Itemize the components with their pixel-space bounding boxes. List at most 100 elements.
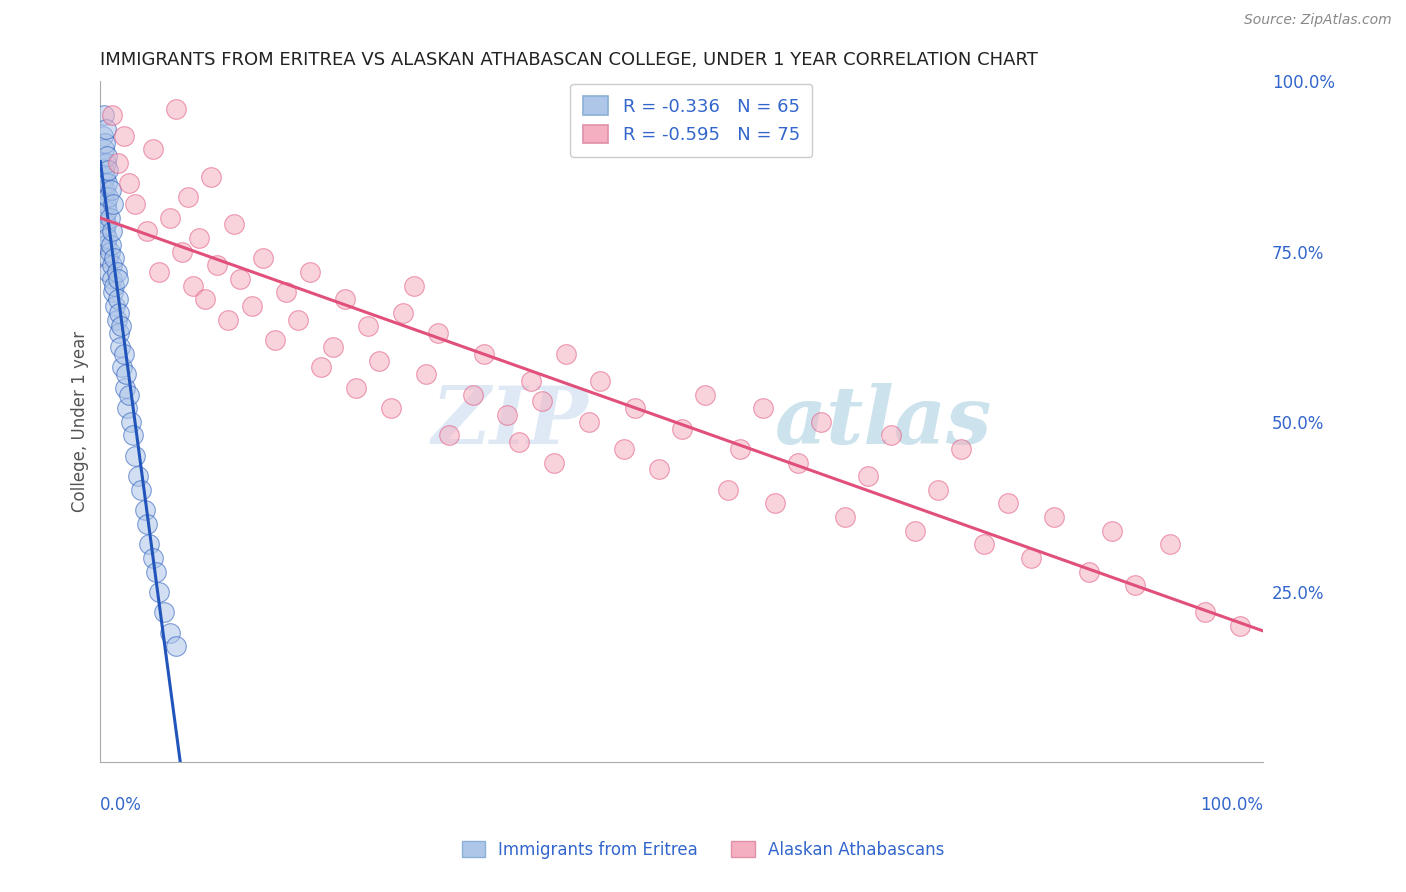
Point bbox=[311, 360, 333, 375]
Y-axis label: College, Under 1 year: College, Under 1 year bbox=[72, 331, 89, 512]
Point bbox=[508, 435, 530, 450]
Point bbox=[94, 169, 117, 184]
Point bbox=[118, 387, 141, 401]
Point bbox=[96, 203, 118, 218]
Point bbox=[188, 231, 211, 245]
Point bbox=[1194, 606, 1216, 620]
Point bbox=[752, 401, 775, 416]
Point bbox=[112, 128, 135, 143]
Point bbox=[94, 211, 117, 225]
Point bbox=[159, 625, 181, 640]
Point bbox=[94, 183, 117, 197]
Point bbox=[107, 156, 129, 170]
Point bbox=[101, 285, 124, 300]
Point bbox=[1078, 565, 1101, 579]
Point bbox=[138, 537, 160, 551]
Point bbox=[100, 183, 122, 197]
Point bbox=[91, 177, 114, 191]
Point bbox=[624, 401, 647, 416]
Point bbox=[107, 292, 129, 306]
Text: Source: ZipAtlas.com: Source: ZipAtlas.com bbox=[1244, 13, 1392, 28]
Point bbox=[647, 462, 669, 476]
Point bbox=[101, 272, 124, 286]
Point bbox=[903, 524, 925, 538]
Point bbox=[110, 319, 132, 334]
Point bbox=[103, 252, 125, 266]
Point bbox=[391, 306, 413, 320]
Point bbox=[96, 177, 118, 191]
Point bbox=[1125, 578, 1147, 592]
Point bbox=[880, 428, 903, 442]
Point bbox=[148, 265, 170, 279]
Point bbox=[101, 197, 124, 211]
Point bbox=[103, 278, 125, 293]
Point bbox=[240, 299, 263, 313]
Point bbox=[97, 162, 120, 177]
Point bbox=[519, 374, 541, 388]
Legend: Immigrants from Eritrea, Alaskan Athabascans: Immigrants from Eritrea, Alaskan Athabas… bbox=[456, 835, 950, 866]
Point bbox=[252, 252, 274, 266]
Text: ZIP: ZIP bbox=[432, 383, 589, 460]
Point bbox=[472, 347, 495, 361]
Point bbox=[115, 367, 138, 381]
Point bbox=[98, 244, 121, 259]
Point bbox=[695, 387, 717, 401]
Point bbox=[950, 442, 973, 456]
Point bbox=[93, 162, 115, 177]
Point bbox=[159, 211, 181, 225]
Point bbox=[97, 252, 120, 266]
Point bbox=[333, 292, 356, 306]
Point bbox=[153, 606, 176, 620]
Point bbox=[380, 401, 402, 416]
Point bbox=[165, 102, 187, 116]
Point bbox=[613, 442, 636, 456]
Point bbox=[461, 387, 484, 401]
Point bbox=[114, 381, 136, 395]
Point bbox=[426, 326, 449, 341]
Point bbox=[531, 394, 554, 409]
Point bbox=[105, 265, 128, 279]
Text: 0.0%: 0.0% bbox=[100, 797, 142, 814]
Point bbox=[170, 244, 193, 259]
Point bbox=[543, 456, 565, 470]
Point bbox=[96, 156, 118, 170]
Text: atlas: atlas bbox=[775, 383, 993, 460]
Point bbox=[122, 428, 145, 442]
Point bbox=[93, 108, 115, 122]
Point bbox=[93, 143, 115, 157]
Point bbox=[101, 108, 124, 122]
Point bbox=[96, 149, 118, 163]
Point bbox=[96, 122, 118, 136]
Point bbox=[927, 483, 949, 497]
Point bbox=[98, 211, 121, 225]
Point bbox=[368, 353, 391, 368]
Point bbox=[554, 347, 576, 361]
Point bbox=[142, 143, 165, 157]
Point bbox=[108, 306, 131, 320]
Point bbox=[100, 237, 122, 252]
Point bbox=[129, 483, 152, 497]
Point bbox=[287, 312, 309, 326]
Point bbox=[176, 190, 198, 204]
Point bbox=[101, 224, 124, 238]
Legend: R = -0.336   N = 65, R = -0.595   N = 75: R = -0.336 N = 65, R = -0.595 N = 75 bbox=[571, 84, 813, 157]
Point bbox=[96, 237, 118, 252]
Text: 100.0%: 100.0% bbox=[1201, 797, 1264, 814]
Point bbox=[589, 374, 612, 388]
Point bbox=[108, 340, 131, 354]
Point bbox=[90, 156, 112, 170]
Point bbox=[120, 415, 142, 429]
Point bbox=[135, 516, 157, 531]
Point bbox=[124, 197, 146, 211]
Point bbox=[1019, 551, 1042, 566]
Point bbox=[142, 551, 165, 566]
Point bbox=[94, 224, 117, 238]
Point bbox=[1043, 510, 1066, 524]
Point bbox=[717, 483, 740, 497]
Point bbox=[135, 224, 157, 238]
Point bbox=[94, 136, 117, 150]
Point bbox=[93, 190, 115, 204]
Point bbox=[1101, 524, 1123, 538]
Point bbox=[787, 456, 810, 470]
Point bbox=[118, 177, 141, 191]
